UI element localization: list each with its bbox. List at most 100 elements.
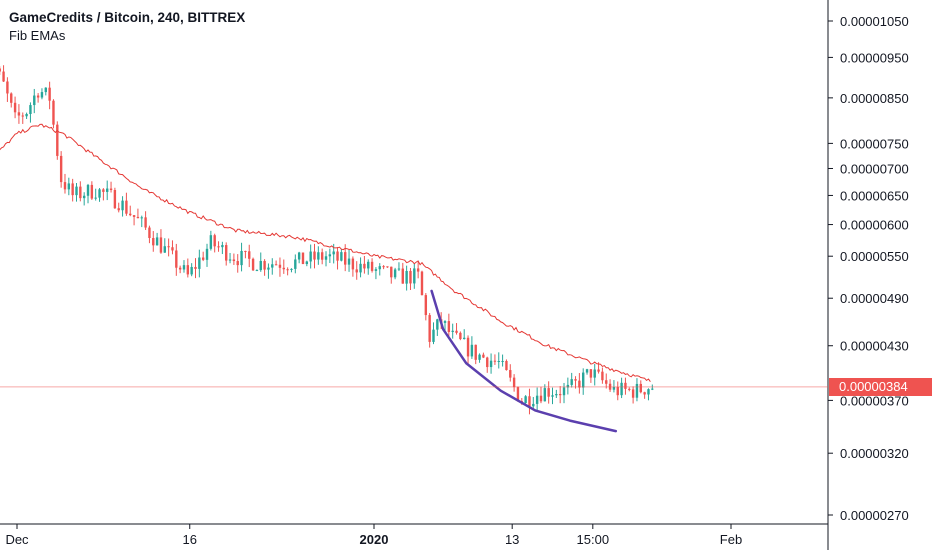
candle [79,181,82,202]
candle [144,211,147,230]
candle-body [386,266,389,268]
candle [413,263,416,289]
candle [628,387,631,392]
candle-body [313,251,316,260]
candle [290,268,293,273]
candle-body [228,259,232,261]
candle-body [59,155,63,183]
candle [244,250,247,259]
candle-body [562,387,566,396]
candle-body [171,247,174,251]
candle [593,363,596,386]
candle [29,102,32,123]
candle-body [509,370,512,378]
candle-body [424,295,428,316]
candle-body [409,270,412,284]
y-tick-label: 0.00000700 [840,161,909,176]
candle [33,88,36,114]
candle-body [305,261,309,265]
x-tick-label: Dec [5,532,29,547]
candle [259,252,262,272]
candle [528,388,531,415]
candle [351,256,355,277]
candle [301,252,305,265]
candle-body [451,330,454,332]
candle-body [639,383,642,393]
candle-body [355,269,358,273]
candle-body [597,369,600,372]
candle [56,121,59,160]
candle [324,251,328,267]
chart-legend: GameCredits / Bitcoin, 240, BITTREX Fib … [9,9,245,45]
candle [228,252,232,264]
candle-body [163,246,166,253]
drawn-curve[interactable] [430,289,618,433]
candle [501,354,504,367]
candle [305,260,309,267]
candle [409,267,412,290]
candle-body [347,258,351,265]
candle-body [263,260,266,270]
candle-body [282,267,285,270]
candle-body [175,250,178,268]
candle-body [290,268,293,270]
candle [171,240,174,255]
candle [631,386,635,404]
candle [470,336,474,359]
candle [155,232,159,246]
candle-body [201,257,205,260]
candle-body [271,264,274,268]
candle [6,77,9,102]
candle-body [570,379,573,385]
candle [40,88,44,100]
candle [71,178,74,202]
candle-body [516,387,520,402]
candle [463,329,466,340]
candle [178,265,182,274]
candle-body [478,354,481,360]
candle [209,230,213,251]
candle [294,254,297,274]
candle-body [589,369,593,378]
candle-body [98,189,101,198]
candle [167,238,170,257]
candle [647,388,650,401]
candle [205,243,209,267]
candle-body [225,245,228,261]
candle [558,386,562,404]
candle-body [574,379,577,381]
candle [182,260,186,273]
candle [21,112,24,124]
candle [497,352,500,369]
candles-group [0,65,654,415]
candle-body [52,100,55,125]
candle [390,266,393,284]
candle [232,253,236,265]
candle-body [0,68,1,72]
candle-body [259,260,262,271]
candle-body [113,190,117,209]
candle [132,215,136,226]
candle [186,258,190,278]
candle-body [2,71,5,82]
candle [313,243,316,269]
candle-body [336,251,339,261]
candle-body [582,372,585,388]
candle-body [117,208,120,211]
candle-body [539,395,543,402]
candle [347,249,351,272]
candle [512,374,516,392]
candle-body [420,271,424,296]
candle [620,377,623,399]
candle [420,270,424,296]
candle [309,244,312,269]
candle [466,335,470,366]
candle-body [578,380,581,388]
y-tick-label: 0.00000650 [840,188,909,203]
candle [386,266,389,268]
candle [355,261,358,280]
candle-body [297,252,301,260]
last-price-tag: 0.00000384 [829,377,932,396]
candle [25,112,28,119]
